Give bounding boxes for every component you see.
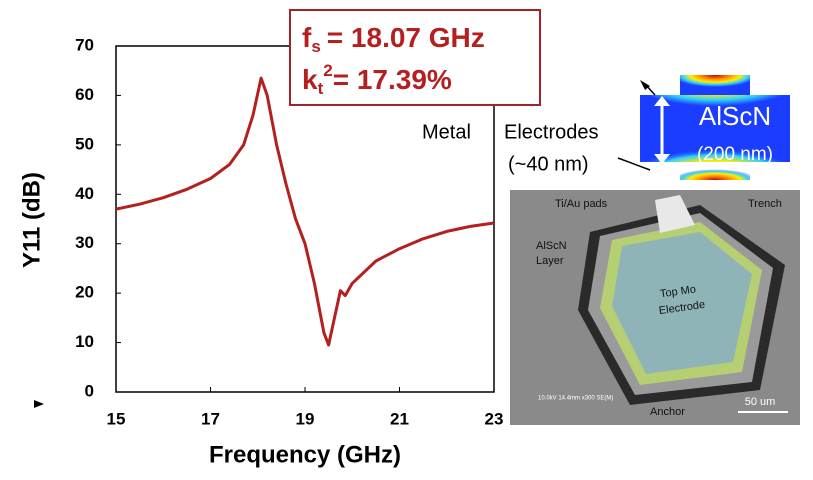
y-tick-label: 50 xyxy=(75,134,94,153)
sem-info: 10.0kV 14.4mm x300 SE(M) xyxy=(538,396,613,402)
electrodes-label: Electrodes xyxy=(504,121,599,143)
chart: 0 10 20 30 40 50 60 70 15 17 19 21 23 Y11 (dB) Frequ… xyxy=(0,0,813,475)
sem-label: AlScN xyxy=(536,240,567,252)
fs-annotation: fs= 18.07 GHz xyxy=(302,22,485,56)
x-tick-label: 21 xyxy=(390,409,409,428)
y-tick-label: 60 xyxy=(75,85,94,104)
y-axis-label: Y11 (dB) xyxy=(18,172,45,268)
sem-label: Layer xyxy=(536,255,564,267)
y-tick-label: 0 xyxy=(85,381,94,400)
y-tick-label: 30 xyxy=(75,233,94,252)
sem-label: Trench xyxy=(748,198,782,210)
y-tick-label: 10 xyxy=(75,332,94,351)
sem-label: Ti/Au pads xyxy=(555,198,608,210)
line-series xyxy=(116,78,494,345)
x-tick-label: 15 xyxy=(107,409,126,428)
electrode-top xyxy=(680,75,750,95)
thickness-label: (~40 nm) xyxy=(508,153,589,175)
x-tick-label: 23 xyxy=(485,409,504,428)
x-axis-label: Frequency (GHz) xyxy=(209,441,401,468)
material-thickness: (200 nm) xyxy=(697,144,773,165)
y-tick-label: 20 xyxy=(75,283,94,302)
y-tick-label: 40 xyxy=(75,184,94,203)
metal-label: Metal xyxy=(422,121,471,143)
x-tick-label: 19 xyxy=(296,409,315,428)
x-tick-label: 17 xyxy=(201,409,220,428)
y-tick-label: 70 xyxy=(75,35,94,54)
arrow-marker xyxy=(34,400,44,408)
sem-label: Anchor xyxy=(650,406,685,418)
scale-label: 50 um xyxy=(745,396,776,408)
material-label: AlScN xyxy=(699,101,771,131)
